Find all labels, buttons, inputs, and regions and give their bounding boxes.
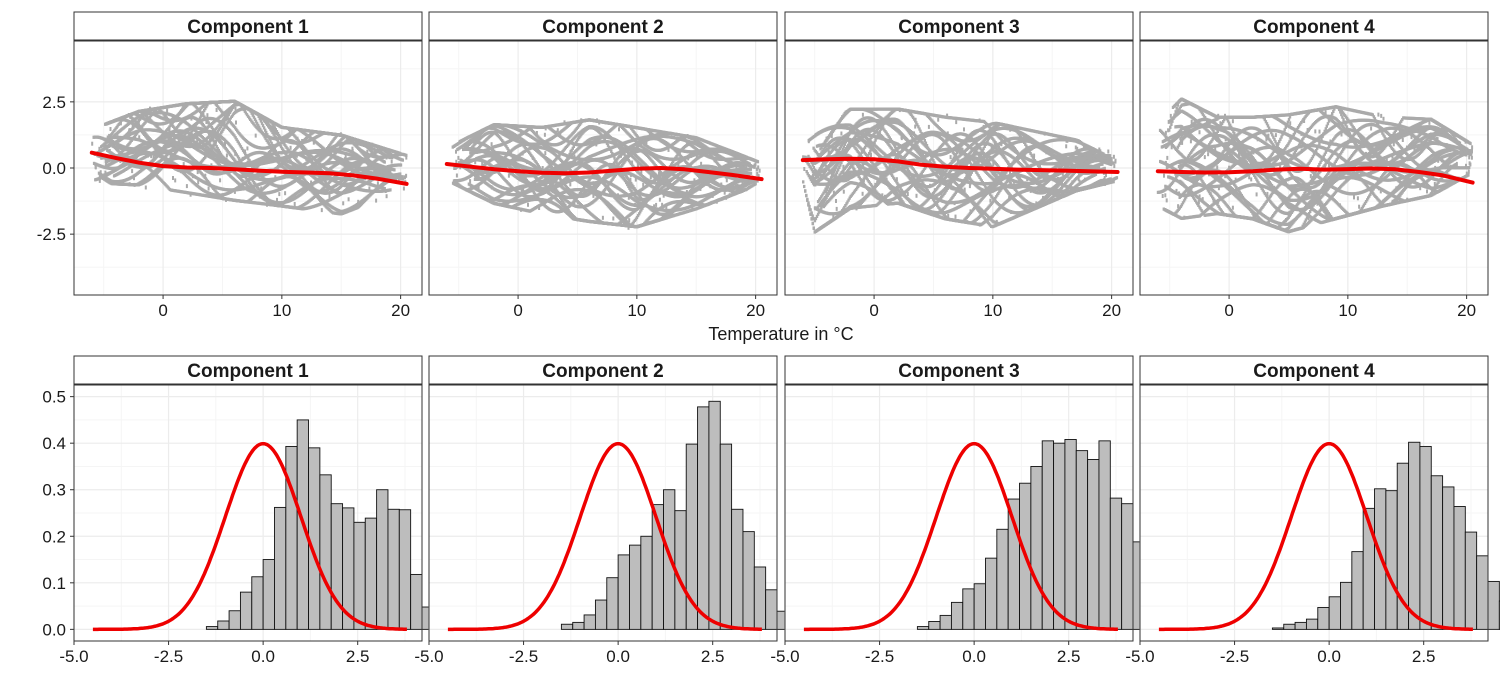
scatter-point xyxy=(285,153,288,157)
scatter-point xyxy=(212,143,215,147)
scatter-point xyxy=(273,134,276,138)
scatter-point xyxy=(221,129,224,133)
scatter-point xyxy=(241,148,245,152)
scatter-point xyxy=(136,130,140,134)
scatter-point xyxy=(242,108,245,112)
scatter-point xyxy=(272,132,275,136)
scatter-point xyxy=(210,135,213,139)
scatter-point xyxy=(213,141,216,145)
scatter-panel-1: Component 10 10 202.50.0-2.5 xyxy=(37,11,423,320)
scatter-point xyxy=(215,144,218,149)
scatter-point xyxy=(223,126,226,130)
scatter-point xyxy=(279,145,283,149)
scatter-point xyxy=(226,114,229,118)
scatter-point xyxy=(212,139,215,143)
scatter-point xyxy=(220,124,223,129)
scatter-point xyxy=(214,143,217,147)
scatter-point xyxy=(216,146,219,151)
scatter-point xyxy=(240,146,244,151)
scatter-point xyxy=(248,158,251,163)
scatter-point xyxy=(225,116,228,120)
scatter-point xyxy=(244,152,247,156)
scatter-point xyxy=(276,139,279,143)
scatter-point xyxy=(238,143,242,147)
scatter-point xyxy=(389,188,392,192)
scatter-point xyxy=(273,126,276,130)
scatter-point xyxy=(401,158,404,162)
scatter-point xyxy=(285,145,288,149)
scatter-point xyxy=(233,134,236,138)
scatter-point xyxy=(224,118,227,122)
scatter-point xyxy=(219,126,222,130)
scatter-point xyxy=(383,160,386,164)
scatter-point xyxy=(222,121,225,125)
scatter-point xyxy=(270,129,273,133)
scatter-point xyxy=(236,139,239,143)
scatter-point xyxy=(234,136,237,140)
scatter-point xyxy=(248,116,251,120)
scatter-point xyxy=(243,109,247,113)
scatter-point xyxy=(222,127,225,132)
scatter-point xyxy=(401,175,404,179)
scatter-point xyxy=(235,137,238,142)
scatter-point xyxy=(405,153,408,157)
scatter-point xyxy=(275,130,279,134)
scatter-point xyxy=(394,178,398,182)
scatter-point xyxy=(217,148,220,152)
scatter-point xyxy=(220,131,223,135)
scatter-point xyxy=(225,122,228,126)
scatter-point xyxy=(237,141,240,145)
scatter-point xyxy=(214,140,217,144)
scatter-point xyxy=(244,111,248,115)
scatter-point xyxy=(393,168,396,172)
scatter-point xyxy=(211,127,215,131)
scatter-point xyxy=(390,156,394,160)
scatter-point xyxy=(239,145,243,149)
scatter-point xyxy=(164,143,167,147)
facet-strip xyxy=(73,11,423,41)
scatter-point xyxy=(388,156,391,160)
scatter-point xyxy=(271,130,274,134)
facet-title: Component 1 xyxy=(187,17,309,38)
scatter-point xyxy=(223,119,226,123)
